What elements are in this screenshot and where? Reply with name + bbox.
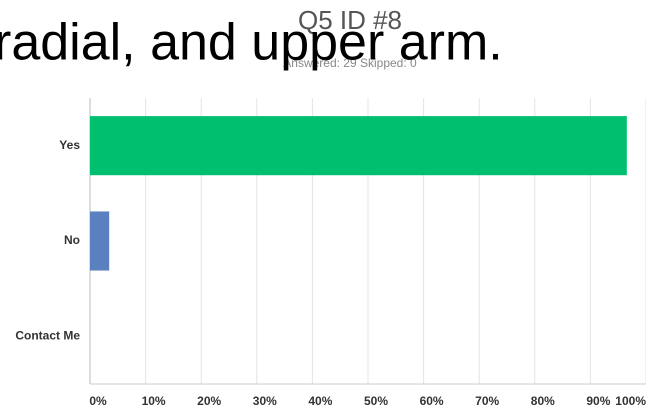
x-tick-label: 20% bbox=[197, 394, 221, 408]
x-tick-label: 70% bbox=[475, 394, 499, 408]
bar bbox=[90, 116, 627, 176]
x-tick-label: 10% bbox=[142, 394, 166, 408]
bar bbox=[90, 211, 110, 271]
x-tick-label: 50% bbox=[364, 394, 388, 408]
overlay-text: radial, and upper arm. bbox=[0, 14, 503, 72]
chart-subtitle: Answered: 29 Skipped: 0 bbox=[283, 56, 417, 70]
y-tick-label: Contact Me bbox=[15, 329, 80, 343]
x-tick-label: 30% bbox=[253, 394, 277, 408]
y-tick-label: No bbox=[64, 233, 80, 247]
x-tick-label: 90% bbox=[586, 394, 610, 408]
x-tick-label: 80% bbox=[531, 394, 555, 408]
x-tick-label: 0% bbox=[89, 394, 107, 408]
x-tick-label: 40% bbox=[308, 394, 332, 408]
x-tick-label: 60% bbox=[420, 394, 444, 408]
x-tick-label: 100% bbox=[615, 394, 646, 408]
chart-title: Q5 ID #8 bbox=[298, 5, 402, 35]
y-tick-label: Yes bbox=[59, 138, 80, 152]
